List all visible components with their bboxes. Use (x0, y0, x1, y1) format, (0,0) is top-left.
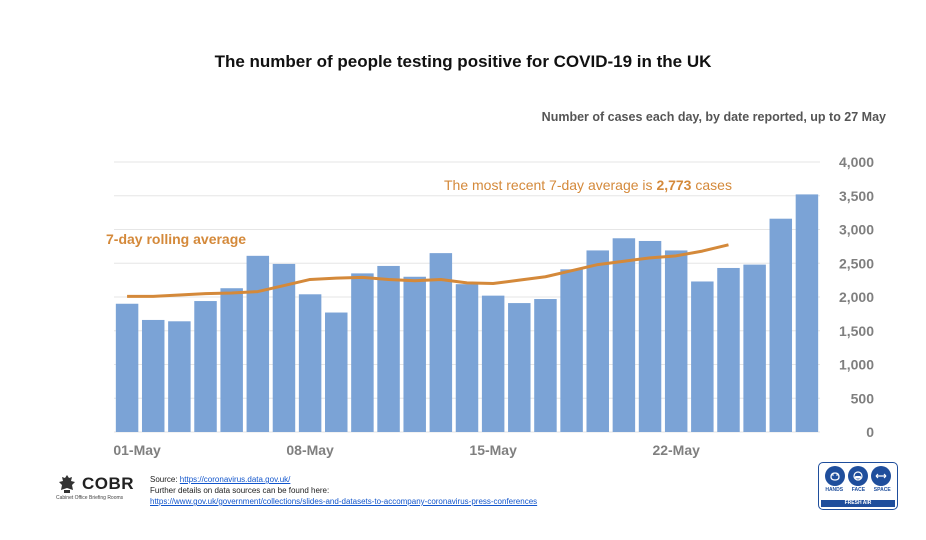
bar (664, 250, 688, 432)
x-tick-label: 15-May (469, 442, 517, 458)
face-icon (847, 466, 868, 486)
bar (272, 263, 296, 432)
y-tick-label: 500 (851, 390, 875, 406)
bar (481, 295, 505, 432)
bar (298, 294, 322, 432)
further-details-text: Further details on data sources can be f… (150, 486, 330, 495)
bar (508, 303, 531, 432)
x-axis-ticks: 01-May 08-May 15-May 22-May (113, 442, 700, 458)
bar (220, 288, 243, 432)
bar (403, 276, 426, 432)
bar (691, 281, 714, 432)
bar (586, 250, 609, 432)
cobr-logo: COBR Cabinet Office Briefing Rooms (56, 474, 134, 501)
bar (194, 301, 217, 432)
y-tick-label: 3,500 (839, 188, 874, 204)
bar (351, 273, 374, 432)
y-tick-label: 4,000 (839, 154, 874, 170)
badge-label: SPACE (873, 487, 891, 493)
rolling-average-series (127, 243, 729, 298)
y-tick-label: 2,000 (839, 289, 874, 305)
y-tick-label: 0 (866, 424, 874, 440)
y-tick-label: 1,500 (839, 323, 874, 339)
x-tick-label: 08-May (286, 442, 334, 458)
details-link[interactable]: https://www.gov.uk/government/collection… (150, 497, 538, 506)
bar (115, 303, 139, 432)
x-tick-label: 01-May (113, 442, 161, 458)
bar (717, 267, 740, 432)
rolling-average-label: 7-day rolling average (106, 231, 246, 247)
source-notes: Source: https://coronavirus.data.gov.uk/… (150, 474, 537, 507)
chart-title: The number of people testing positive fo… (214, 52, 712, 71)
space-icon (871, 466, 892, 486)
bar (743, 264, 766, 432)
bar (325, 312, 348, 432)
recent-average-value: 2,773 (656, 177, 691, 193)
crest-icon (59, 475, 75, 493)
chart-subtitle: Number of cases each day, by date report… (541, 110, 886, 124)
source-prefix: Source: (150, 475, 180, 484)
x-tick-label: 22-May (652, 442, 700, 458)
logo-subtext: Cabinet Office Briefing Rooms (56, 495, 124, 501)
y-tick-label: 3,000 (839, 222, 874, 238)
bar (377, 265, 400, 432)
y-tick-label: 1,000 (839, 357, 874, 373)
rolling-average-line (127, 243, 729, 298)
bar (795, 194, 819, 432)
bar (612, 238, 636, 432)
hands-icon (824, 466, 845, 486)
bar (560, 269, 583, 432)
recent-average-suffix: cases (691, 177, 731, 193)
source-link[interactable]: https://coronavirus.data.gov.uk/ (179, 475, 291, 484)
bar (534, 299, 557, 432)
badge-label: FACE (851, 487, 866, 493)
bar (246, 255, 270, 432)
bar (769, 218, 793, 432)
bar (429, 253, 453, 432)
bar (168, 321, 191, 432)
fresh-air-bar: FRESH AIR (821, 500, 895, 507)
y-axis-ticks: 0 500 1,000 1,500 2,000 2,500 3,000 3,500 4,000 (839, 154, 874, 440)
badge-label: HANDS (825, 487, 844, 493)
recent-average-annotation: The most recent 7-day average is 2,773 c… (444, 177, 732, 193)
logo-text: COBR (82, 474, 135, 493)
bar (455, 284, 479, 432)
bar (638, 240, 662, 432)
hands-face-space-badge: HANDS FACE SPACE FRESH AIR (818, 462, 898, 510)
recent-average-prefix: The most recent 7-day average is (444, 177, 656, 193)
y-tick-label: 2,500 (839, 255, 874, 271)
bar-series (115, 194, 819, 432)
bar (141, 319, 165, 432)
